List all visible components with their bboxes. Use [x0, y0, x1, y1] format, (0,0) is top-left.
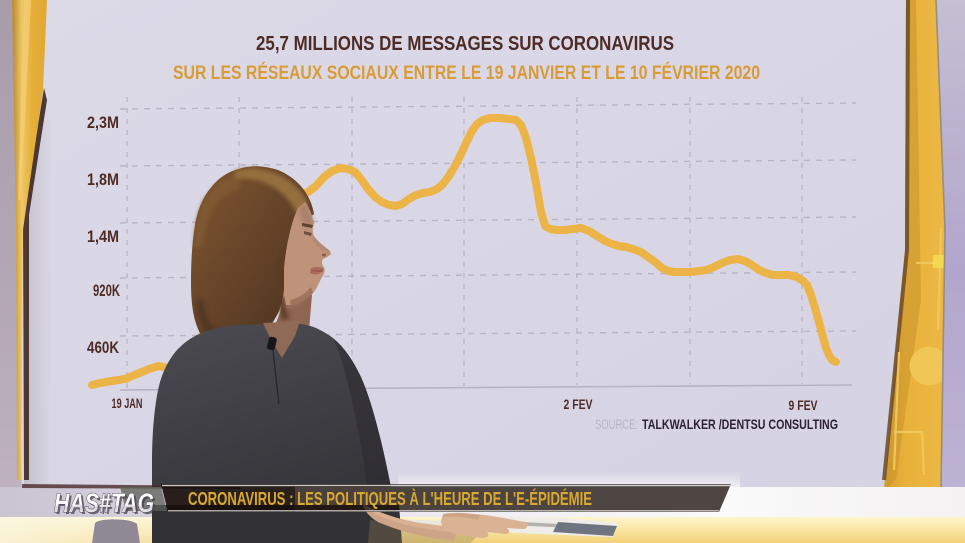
svg-text:19 JAN: 19 JAN: [112, 395, 143, 411]
svg-text:SUR LES RÉSEAUX SOCIAUX ENTRE: SUR LES RÉSEAUX SOCIAUX ENTRE LE 19 JANV…: [173, 62, 760, 84]
svg-text:1,8M: 1,8M: [87, 170, 119, 189]
svg-text:SOURCE:: SOURCE:: [595, 417, 638, 432]
svg-text:TALKWALKER /DENTSU CONSULTING: TALKWALKER /DENTSU CONSULTING: [642, 416, 838, 432]
svg-text:2,3M: 2,3M: [87, 113, 119, 132]
svg-text:CORONAVIRUS : LES POLITIQUES: CORONAVIRUS : LES POLITIQUES À L'HEURE D…: [188, 488, 592, 509]
svg-text:HAS#TAG: HAS#TAG: [54, 488, 154, 518]
svg-text:920K: 920K: [93, 281, 120, 300]
svg-text:1,4M: 1,4M: [87, 227, 119, 246]
svg-text:9 FEV: 9 FEV: [789, 397, 818, 413]
svg-text:2 FEV: 2 FEV: [564, 396, 593, 412]
svg-text:HAS#TAG: HAS#TAG: [56, 490, 156, 520]
svg-text:460K: 460K: [87, 338, 120, 357]
svg-text:25,7 MILLIONS DE MESSAGES SUR: 25,7 MILLIONS DE MESSAGES SUR CORONAVIRU…: [256, 32, 674, 55]
